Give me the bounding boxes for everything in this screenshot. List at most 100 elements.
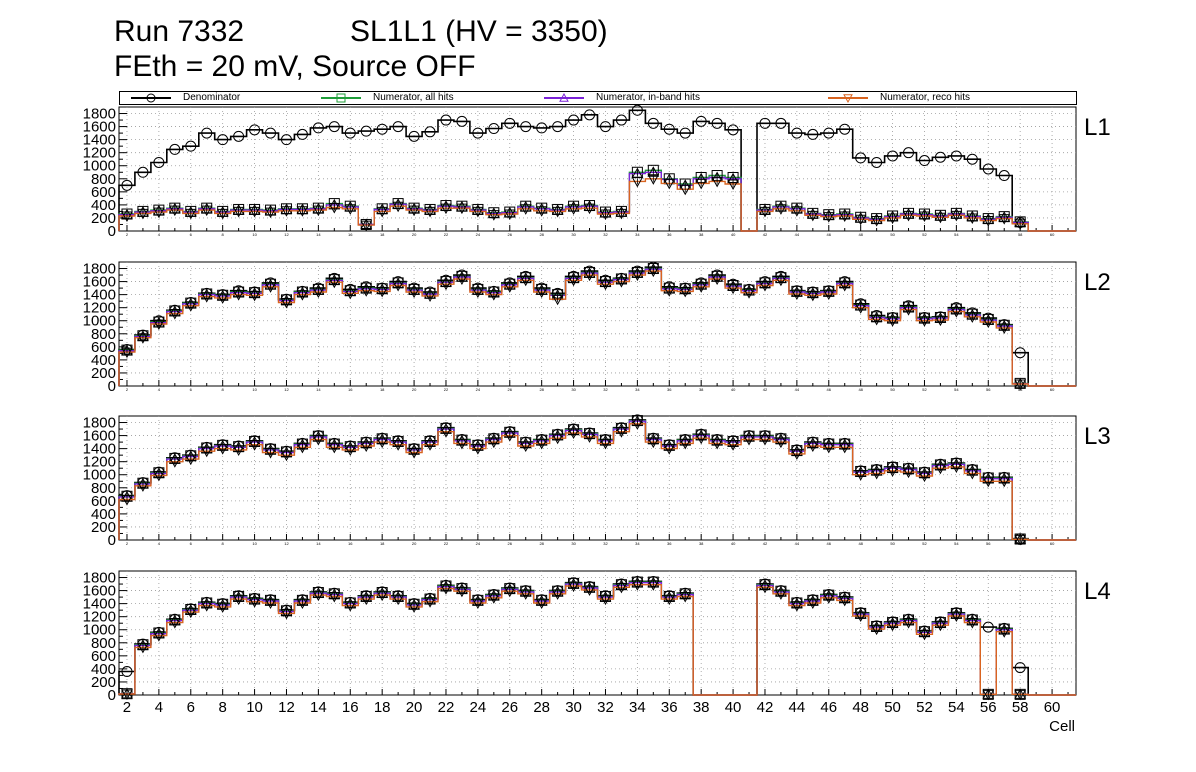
data-point	[121, 211, 133, 223]
x-tick-label: 44	[795, 232, 800, 237]
data-point	[312, 205, 325, 217]
data-point	[838, 211, 851, 223]
data-point	[886, 620, 899, 632]
conditions-title: FEth = 20 mV, Source OFF	[114, 50, 476, 83]
data-point	[822, 212, 835, 223]
data-point	[137, 166, 149, 178]
x-tick-label: 48	[858, 232, 863, 237]
panel-label: L3	[1084, 423, 1111, 450]
data-point	[1014, 379, 1027, 391]
x-tick-label: 42	[763, 232, 768, 237]
data-point	[902, 210, 915, 222]
data-point	[376, 590, 389, 602]
data-point	[775, 437, 787, 449]
legend-symbol-numerator-all	[321, 93, 361, 103]
data-point	[934, 151, 946, 163]
data-point	[727, 124, 739, 136]
data-point	[184, 454, 197, 466]
data-point	[487, 593, 500, 604]
data-point	[232, 445, 245, 456]
data-point	[535, 438, 548, 450]
legend-symbol-numerator-inband	[544, 92, 584, 102]
data-point	[424, 291, 436, 302]
data-point	[280, 206, 293, 217]
data-point	[232, 594, 245, 606]
data-point	[982, 216, 995, 227]
x-tick-label: 16	[348, 387, 353, 392]
data-point	[695, 282, 708, 293]
y-tick-label: 1200	[83, 300, 116, 317]
legend-label-numerator-inband: Numerator, in-band hits	[596, 92, 700, 103]
y-tick-label: 400	[91, 197, 116, 214]
data-point	[520, 121, 532, 133]
x-tick-label: 46	[827, 387, 832, 392]
data-point	[663, 123, 675, 135]
data-point	[599, 438, 612, 450]
data-point	[1014, 534, 1027, 546]
data-point	[519, 275, 532, 287]
x-tick-label: 18	[380, 232, 385, 237]
x-tick-label: 42	[763, 387, 768, 392]
data-point	[791, 449, 803, 460]
x-tick-label: 34	[635, 232, 640, 237]
data-point	[519, 441, 532, 453]
data-point	[249, 124, 261, 136]
data-point	[487, 210, 500, 221]
data-point	[344, 288, 357, 300]
y-tick-label: 1000	[83, 467, 116, 484]
x-tick-label: 4	[158, 232, 161, 237]
data-point	[201, 127, 213, 139]
x-tick-label: 60	[1050, 541, 1055, 546]
x-tick-label: 42	[763, 541, 768, 546]
legend-marker	[559, 92, 569, 102]
x-tick-label: 8	[222, 232, 225, 237]
data-point	[966, 312, 979, 323]
y-tick-label: 200	[91, 519, 116, 536]
data-point	[392, 201, 404, 213]
x-tick-label: 10	[252, 541, 257, 546]
legend-marker	[146, 93, 156, 103]
data-point	[887, 150, 899, 162]
y-tick-label: 1400	[83, 441, 116, 458]
data-point	[121, 347, 133, 359]
data-point	[902, 467, 915, 479]
data-point	[567, 275, 580, 287]
data-point	[822, 593, 835, 604]
data-point	[121, 689, 133, 701]
data-point	[121, 495, 133, 506]
y-tick-label: 1200	[83, 609, 116, 626]
x-axis-label: Cell	[1049, 718, 1075, 735]
data-point	[200, 205, 213, 217]
data-point	[360, 594, 373, 606]
data-point	[153, 207, 165, 219]
data-point	[679, 591, 692, 603]
y-tick-label: 1000	[83, 158, 116, 175]
x-tick-label: 34	[635, 541, 640, 546]
data-point	[615, 208, 628, 220]
data-point	[504, 117, 516, 129]
data-point	[137, 642, 149, 654]
data-point	[328, 442, 341, 454]
data-point	[855, 152, 867, 164]
data-point	[344, 127, 356, 139]
x-tick-label: 30	[571, 387, 576, 392]
data-point	[647, 164, 659, 176]
data-point	[599, 594, 612, 606]
data-point	[918, 211, 931, 223]
data-point	[137, 208, 149, 220]
data-point	[376, 437, 389, 449]
y-tick-label: 1000	[83, 313, 116, 330]
x-tick-label: 38	[699, 232, 704, 237]
data-point	[551, 589, 564, 600]
data-point	[360, 441, 373, 453]
data-point	[663, 178, 676, 190]
data-point	[392, 280, 404, 292]
legend-label-numerator-all: Numerator, all hits	[373, 92, 454, 103]
data-point	[328, 121, 340, 133]
x-tick-label: 40	[725, 699, 742, 716]
x-tick-label: 44	[795, 387, 800, 392]
data-point	[631, 270, 644, 282]
data-point	[759, 582, 771, 594]
